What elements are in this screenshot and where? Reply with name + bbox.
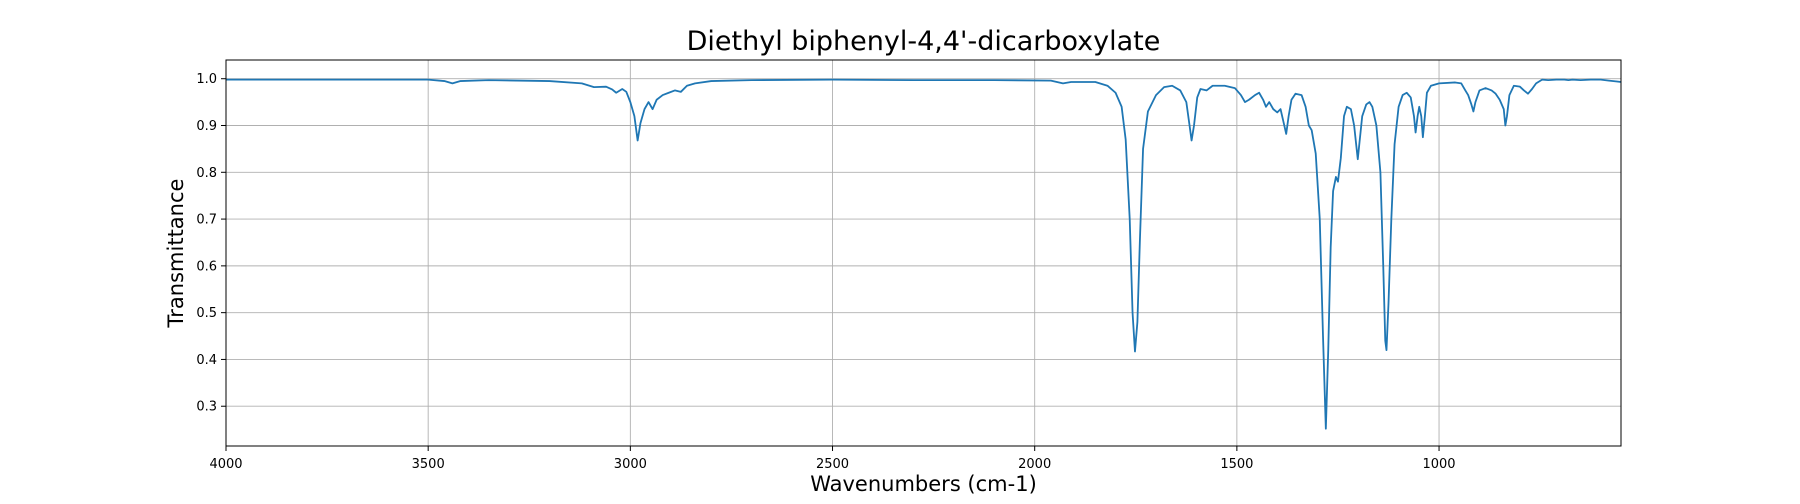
y-tick-label: 0.8 xyxy=(196,166,217,181)
plot-frame xyxy=(225,59,1622,447)
y-tick-label: 0.9 xyxy=(196,119,217,134)
y-tick-label: 0.6 xyxy=(196,259,217,274)
x-tick-label: 2500 xyxy=(816,457,849,472)
x-tick-label: 4000 xyxy=(209,457,242,472)
tick-layer: 4000 3500 3000 2500 2000 1500 1000 0.3 0.4 0.5 0.6… xyxy=(196,72,1455,472)
y-tick-label: 0.7 xyxy=(196,213,217,228)
x-axis-label: Wavenumbers (cm-1) xyxy=(810,472,1037,496)
y-axis-label: Transmittance xyxy=(164,179,188,329)
y-tick-label: 0.5 xyxy=(196,306,217,321)
x-tick-label: 3500 xyxy=(412,457,445,472)
x-tick-label: 2000 xyxy=(1018,457,1051,472)
y-tick-label: 1.0 xyxy=(196,72,217,87)
x-tick-label: 1000 xyxy=(1422,457,1455,472)
grid-layer xyxy=(225,60,1621,446)
chart-title: Diethyl biphenyl-4,4'-dicarboxylate xyxy=(687,26,1161,57)
plot-layer xyxy=(226,78,1622,430)
x-tick-label: 1500 xyxy=(1220,457,1253,472)
y-tick-label: 0.3 xyxy=(196,400,217,415)
spectrum-line xyxy=(226,78,1622,430)
x-tick-label: 3000 xyxy=(614,457,647,472)
y-tick-label: 0.4 xyxy=(196,353,217,368)
